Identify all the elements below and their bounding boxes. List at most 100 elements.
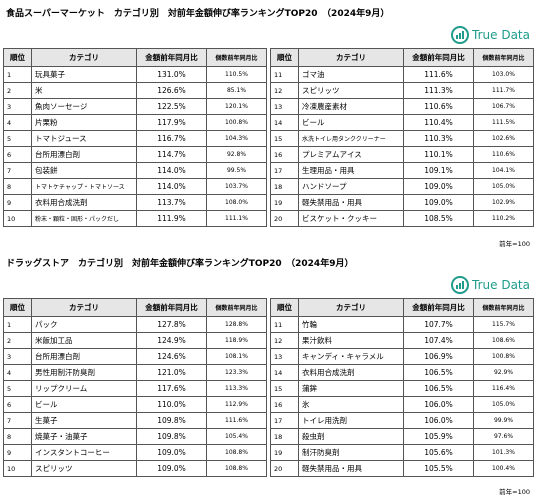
table-row: 1 玩具菓子 131.0% 110.5% (3, 66, 267, 83)
table-row: 10 スピリッツ 109.0% 108.8% (3, 460, 267, 477)
count-ratio: 100.8% (206, 114, 267, 131)
count-ratio: 100.4% (473, 460, 534, 477)
count-ratio: 105.0% (473, 396, 534, 413)
ranking-table: 順位 カテゴリ 金額前年同月比 個数前年同月比 1 パック 127.8% 128.8% 2 米飯加… (3, 298, 267, 477)
rank: 2 (3, 82, 32, 99)
category: トマトジュース (31, 130, 137, 147)
count-ratio: 104.1% (473, 162, 534, 179)
count-ratio: 111.1% (206, 210, 267, 227)
rank: 8 (3, 178, 32, 195)
category: 殺虫剤 (298, 428, 404, 445)
count-ratio: 101.3% (473, 444, 534, 461)
rank: 8 (3, 428, 32, 445)
table-row: 5 トマトジュース 116.7% 104.3% (3, 130, 267, 147)
count-ratio: 128.8% (206, 316, 267, 333)
amount-ratio: 109.8% (136, 412, 207, 429)
rank: 15 (270, 380, 299, 397)
count-ratio: 99.9% (473, 412, 534, 429)
table-row: 12 果汁飲料 107.4% 108.6% (270, 332, 534, 349)
category: 生理用品・用具 (298, 162, 404, 179)
rank: 15 (270, 130, 299, 147)
table-row: 20 軽失禁用品・用具 105.5% 100.4% (270, 460, 534, 477)
category: パック (31, 316, 137, 333)
table-row: 4 片栗粉 117.9% 100.8% (3, 114, 267, 131)
header-cell: 金額前年同月比 (403, 48, 474, 67)
category: 果汁飲料 (298, 332, 404, 349)
rank: 13 (270, 348, 299, 365)
table-row: 16 氷 106.0% 105.0% (270, 396, 534, 413)
category: 衣料用合成洗剤 (298, 364, 404, 381)
count-ratio: 103.0% (473, 66, 534, 83)
rank: 7 (3, 412, 32, 429)
category: 水洗トイレ用タンククリーナー (298, 130, 404, 147)
rank: 5 (3, 380, 32, 397)
rank: 6 (3, 396, 32, 413)
table-row: 17 トイレ用洗剤 106.0% 99.9% (270, 412, 534, 429)
table-row: 19 軽失禁用品・用具 109.0% 102.9% (270, 194, 534, 211)
amount-ratio: 106.5% (403, 364, 474, 381)
category: 米 (31, 82, 137, 99)
category: 台所用漂白剤 (31, 146, 137, 163)
count-ratio: 108.6% (473, 332, 534, 349)
category: トイレ用洗剤 (298, 412, 404, 429)
header-cell: 順位 (270, 48, 299, 67)
rank: 14 (270, 114, 299, 131)
amount-ratio: 117.9% (136, 114, 207, 131)
amount-ratio: 106.9% (403, 348, 474, 365)
header-cell: カテゴリ (298, 48, 404, 67)
rank: 1 (3, 66, 32, 83)
count-ratio: 97.6% (473, 428, 534, 445)
amount-ratio: 107.4% (403, 332, 474, 349)
count-ratio: 110.2% (473, 210, 534, 227)
count-ratio: 99.5% (206, 162, 267, 179)
ranking-table: 順位 カテゴリ 金額前年同月比 個数前年同月比 11 ゴマ油 111.6% 103.0% 12 ス… (270, 48, 534, 227)
table-row: 14 ビール 110.4% 111.5% (270, 114, 534, 131)
amount-ratio: 114.0% (136, 162, 207, 179)
category: 粉末・顆粒・固形・パックだし (31, 210, 137, 227)
header-cell: 順位 (270, 298, 299, 317)
rank: 14 (270, 364, 299, 381)
rank: 4 (3, 364, 32, 381)
logo-icon (451, 26, 470, 44)
section-title: 食品スーパーマーケット カテゴリ別 対前年金額伸び率ランキングTOP20 （20… (6, 9, 390, 19)
amount-ratio: 131.0% (136, 66, 207, 83)
count-ratio: 116.4% (473, 380, 534, 397)
amount-ratio: 110.0% (136, 396, 207, 413)
amount-ratio: 106.0% (403, 412, 474, 429)
table-row: 11 ゴマ油 111.6% 103.0% (270, 66, 534, 83)
rank: 10 (3, 210, 32, 227)
table-row: 15 蒲鉾 106.5% 116.4% (270, 380, 534, 397)
amount-ratio: 110.1% (403, 146, 474, 163)
category: 男性用制汗防臭剤 (31, 364, 137, 381)
category: 包装餅 (31, 162, 137, 179)
amount-ratio: 124.6% (136, 348, 207, 365)
rank: 9 (3, 444, 32, 461)
amount-ratio: 126.6% (136, 82, 207, 99)
header-row: 順位 カテゴリ 金額前年同月比 個数前年同月比 (3, 298, 267, 317)
rank: 9 (3, 194, 32, 211)
count-ratio: 108.1% (206, 348, 267, 365)
rank: 20 (270, 460, 299, 477)
section-title: ドラッグストア カテゴリ別 対前年金額伸び率ランキングTOP20 （2024年9… (6, 259, 354, 269)
amount-ratio: 105.6% (403, 444, 474, 461)
rank: 16 (270, 396, 299, 413)
table-row: 7 包装餅 114.0% 99.5% (3, 162, 267, 179)
amount-ratio: 121.0% (136, 364, 207, 381)
category: ビール (31, 396, 137, 413)
table-row: 17 生理用品・用具 109.1% 104.1% (270, 162, 534, 179)
amount-ratio: 116.7% (136, 130, 207, 147)
amount-ratio: 108.5% (403, 210, 474, 227)
table-row: 9 インスタントコーヒー 109.0% 108.8% (3, 444, 267, 461)
count-ratio: 102.9% (473, 194, 534, 211)
header-cell: カテゴリ (31, 298, 137, 317)
count-ratio: 108.0% (206, 194, 267, 211)
rank: 7 (3, 162, 32, 179)
logo-text: True Data (472, 278, 530, 292)
rank: 12 (270, 332, 299, 349)
category: 竹輪 (298, 316, 404, 333)
amount-ratio: 122.5% (136, 98, 207, 115)
count-ratio: 113.3% (206, 380, 267, 397)
table-row: 5 リップクリーム 117.6% 113.3% (3, 380, 267, 397)
count-ratio: 105.0% (473, 178, 534, 195)
table-row: 14 衣料用合成洗剤 106.5% 92.9% (270, 364, 534, 381)
